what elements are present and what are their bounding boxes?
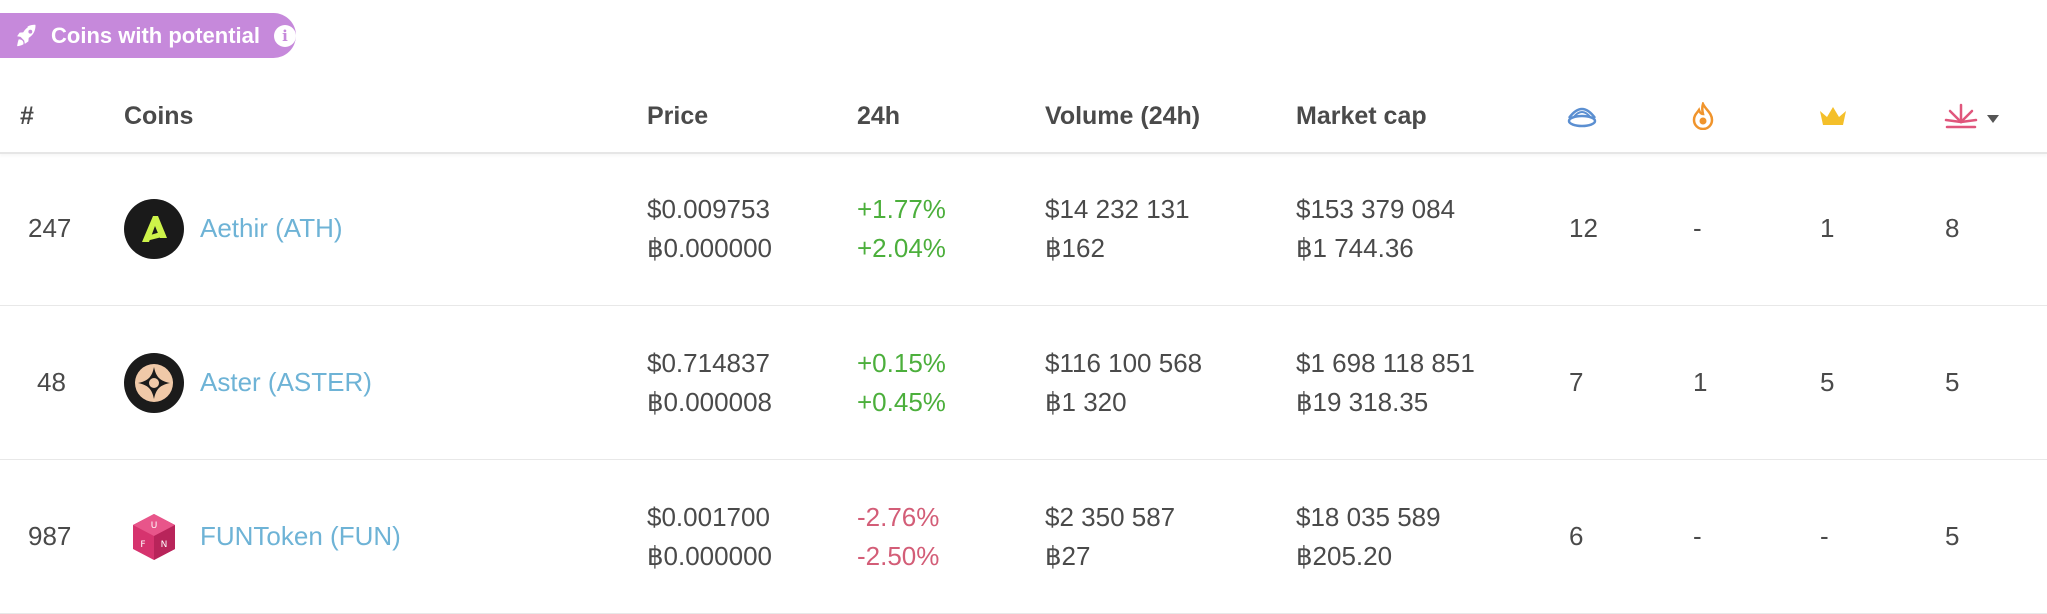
fire-icon[interactable] (1691, 80, 1715, 152)
volume-btc: ฿1 320 (1045, 386, 1127, 417)
coin-link[interactable]: Aethir (ATH) (200, 213, 343, 243)
count-rainbow: 12 (1569, 213, 1598, 243)
volume-cell: $2 350 587 ฿27 (1045, 460, 1175, 613)
price-usd: $0.009753 (647, 193, 770, 224)
change-usd: +0.15% (857, 347, 946, 378)
market-cap-cell: $18 035 589 ฿205.20 (1296, 460, 1441, 613)
coin-cell[interactable]: Aster (ASTER) (124, 306, 372, 459)
count-fire: - (1693, 213, 1702, 243)
price-cell: $0.714837 ฿0.000008 (647, 306, 772, 459)
table-row[interactable]: 247 Aethir (ATH) $0.009753 ฿0.000000 +1.… (0, 152, 2047, 306)
volume-usd: $116 100 568 (1045, 347, 1203, 378)
rank: 987 (28, 521, 72, 551)
crown-icon[interactable] (1817, 80, 1849, 152)
change-usd: +1.77% (857, 193, 946, 224)
coins-with-potential-badge[interactable]: Coins with potential i (0, 13, 296, 58)
aethir-logo (124, 198, 184, 259)
count-fire: - (1693, 521, 1702, 551)
burst-icon[interactable] (1944, 80, 2000, 152)
change-btc: +2.04% (857, 232, 946, 263)
count-crown: 1 (1820, 213, 1835, 243)
rocket-icon (13, 23, 39, 49)
volume-btc: ฿162 (1045, 232, 1105, 263)
mcap-btc: ฿1 744.36 (1296, 232, 1414, 263)
header-market-cap[interactable]: Market cap (1296, 101, 1427, 130)
svg-text:N: N (161, 540, 168, 550)
coin-cell[interactable]: Aethir (ATH) (124, 152, 343, 305)
change-btc: +0.45% (857, 386, 946, 417)
count-rainbow: 6 (1569, 521, 1584, 551)
price-btc: ฿0.000000 (647, 540, 772, 571)
count-crown: 5 (1820, 367, 1835, 397)
price-usd: $0.714837 (647, 347, 770, 378)
volume-usd: $2 350 587 (1045, 501, 1176, 532)
rank: 247 (28, 213, 72, 243)
change-cell: -2.76% -2.50% (857, 460, 939, 613)
header-price[interactable]: Price (647, 101, 709, 130)
price-btc: ฿0.000008 (647, 386, 772, 417)
table-header: # Coins Price 24h Volume (24h) Market ca… (0, 80, 2047, 154)
price-cell: $0.001700 ฿0.000000 (647, 460, 772, 613)
market-cap-cell: $153 379 084 ฿1 744.36 (1296, 152, 1455, 305)
caret-down-icon[interactable] (1986, 102, 2000, 131)
volume-usd: $14 232 131 (1045, 193, 1190, 224)
aster-logo (124, 352, 184, 413)
change-cell: +0.15% +0.45% (857, 306, 946, 459)
count-burst: 5 (1945, 367, 1960, 397)
mcap-usd: $1 698 118 851 (1296, 347, 1475, 378)
count-fire: 1 (1693, 367, 1708, 397)
count-burst: 5 (1945, 521, 1960, 551)
mcap-btc: ฿19 318.35 (1296, 386, 1429, 417)
header-24h[interactable]: 24h (857, 101, 901, 130)
volume-cell: $14 232 131 ฿162 (1045, 152, 1190, 305)
count-rainbow: 7 (1569, 367, 1584, 397)
mcap-usd: $153 379 084 (1296, 193, 1456, 224)
rank: 48 (37, 367, 66, 397)
mcap-usd: $18 035 589 (1296, 501, 1441, 532)
count-crown: - (1820, 521, 1829, 551)
svg-text:U: U (151, 521, 158, 531)
price-usd: $0.001700 (647, 501, 770, 532)
header-rank[interactable]: # (20, 101, 34, 130)
volume-btc: ฿27 (1045, 540, 1091, 571)
change-cell: +1.77% +2.04% (857, 152, 946, 305)
rainbow-bowl-icon[interactable] (1565, 80, 1599, 152)
table-row[interactable]: 48 Aster (ASTER) $0.714837 ฿0.000008 +0.… (0, 306, 2047, 460)
badge-label: Coins with potential (51, 22, 260, 48)
market-cap-cell: $1 698 118 851 ฿19 318.35 (1296, 306, 1475, 459)
price-cell: $0.009753 ฿0.000000 (647, 152, 772, 305)
svg-text:F: F (140, 540, 145, 550)
count-burst: 8 (1945, 213, 1960, 243)
change-btc: -2.50% (857, 540, 940, 571)
coin-link[interactable]: FUNToken (FUN) (200, 521, 401, 551)
info-icon[interactable]: i (274, 24, 296, 47)
header-volume[interactable]: Volume (24h) (1045, 101, 1201, 130)
coin-link[interactable]: Aster (ASTER) (200, 367, 372, 397)
change-usd: -2.76% (857, 501, 940, 532)
mcap-btc: ฿205.20 (1296, 540, 1393, 571)
header-coins[interactable]: Coins (124, 101, 194, 130)
price-btc: ฿0.000000 (647, 232, 772, 263)
volume-cell: $116 100 568 ฿1 320 (1045, 306, 1202, 459)
